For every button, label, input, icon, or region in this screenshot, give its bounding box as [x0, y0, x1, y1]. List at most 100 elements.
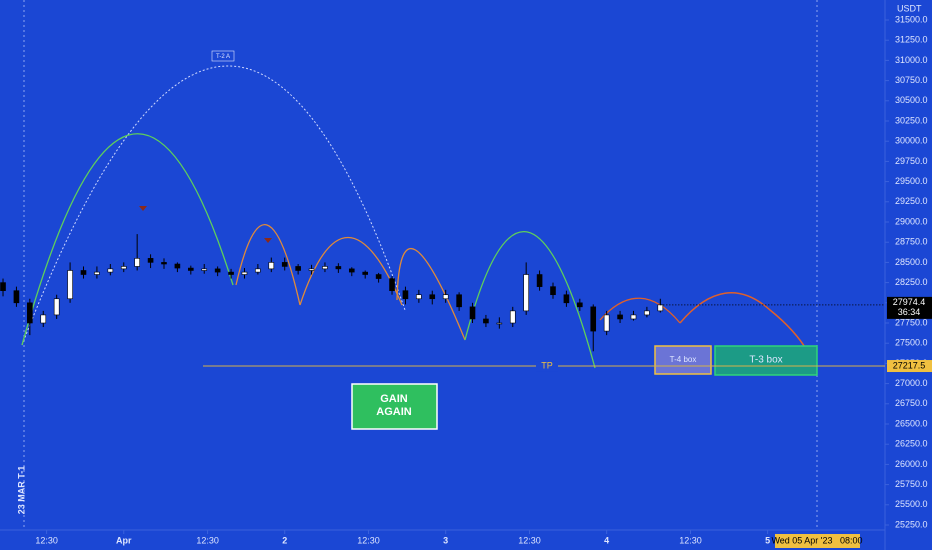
candle-body	[147, 258, 154, 263]
candle-body	[456, 294, 462, 308]
candle-body	[255, 268, 261, 273]
y-tick-label: 30250.0	[895, 115, 928, 125]
currency: USDT	[897, 3, 922, 13]
candle-body	[27, 302, 33, 324]
candle-body	[174, 263, 181, 269]
price-tag	[887, 360, 932, 373]
candle-body	[0, 282, 6, 291]
y-tick-label: 26750.0	[895, 398, 928, 408]
candle-body	[13, 290, 20, 304]
candle-body	[550, 286, 556, 296]
y-tick-label: 27000.0	[895, 378, 928, 388]
candle-body	[228, 271, 234, 275]
candle-body	[375, 274, 382, 279]
annotation: TP	[541, 360, 553, 370]
candle-body	[483, 318, 489, 324]
y-tick-label: 25500.0	[895, 499, 928, 509]
candle-body	[295, 266, 301, 271]
candle-body	[335, 266, 342, 270]
x-tick-label: 12:30	[357, 535, 380, 545]
candle-body	[523, 274, 529, 312]
annotation: T-2 A	[216, 54, 230, 60]
price-tag-text: 27217.5	[893, 360, 926, 370]
arc-green	[464, 231, 596, 369]
candle-body	[107, 268, 114, 273]
x-tick-label: 5	[765, 535, 770, 545]
candle-body	[402, 290, 409, 300]
candle-body	[362, 271, 369, 275]
candle-body	[40, 314, 47, 324]
y-tick-label: 29000.0	[895, 216, 928, 226]
badge	[351, 383, 438, 430]
marker	[139, 206, 147, 211]
y-tick-label: 29250.0	[895, 196, 928, 206]
y-tick-label: 27750.0	[895, 317, 928, 327]
x-tick-label: 12:30	[518, 535, 541, 545]
candle-body	[214, 268, 221, 273]
candle-body	[429, 294, 436, 300]
candle-body	[308, 268, 315, 271]
y-tick-label: 28500.0	[895, 257, 928, 267]
price-tag-text: 27974.4	[893, 297, 926, 307]
badge-text: AGAIN	[376, 406, 412, 418]
arc-green	[21, 133, 234, 346]
candle-body	[590, 306, 597, 332]
x-tick-label: Apr	[116, 535, 132, 545]
date-tag	[775, 534, 860, 548]
candle-body	[603, 314, 610, 332]
y-tick-label: 30000.0	[895, 136, 928, 146]
t4-box	[654, 345, 712, 375]
candle-body	[268, 262, 275, 270]
annotation: 23 MAR T-1	[16, 466, 26, 515]
candle-body	[322, 266, 328, 270]
arc-dotted	[21, 65, 406, 346]
countdown: 36:34	[898, 307, 921, 317]
y-tick-label: 25750.0	[895, 479, 928, 489]
x-tick-label: 12:30	[35, 535, 58, 545]
y-tick-label: 31000.0	[895, 55, 928, 65]
candle-body	[161, 262, 167, 265]
x-tick-label: 2	[282, 535, 287, 545]
label-box	[211, 50, 235, 62]
candle-body	[577, 302, 583, 308]
y-tick-label: 29500.0	[895, 176, 928, 186]
y-tick-label: 30500.0	[895, 95, 928, 105]
candle-body	[496, 322, 503, 325]
badge-text: GAIN	[380, 393, 408, 405]
price-tag	[887, 296, 932, 319]
candle-body	[416, 294, 422, 300]
x-tick-label: 4	[604, 535, 609, 545]
tp-bg	[536, 361, 558, 372]
candle-body	[134, 258, 140, 267]
candle-body	[94, 271, 100, 275]
candle-body	[617, 314, 623, 320]
y-tick-label: 26000.0	[895, 459, 928, 469]
y-tick-label: 30750.0	[895, 75, 928, 85]
y-tick-label: 25250.0	[895, 519, 928, 529]
candle-body	[241, 271, 248, 275]
candle-body	[281, 262, 288, 267]
arc-orange	[679, 292, 809, 353]
x-tick-label: 3	[443, 535, 448, 545]
candle-body	[657, 304, 664, 312]
arc-orange	[396, 248, 466, 341]
candle-body	[389, 278, 395, 291]
t3-box	[714, 345, 818, 376]
arc-orange	[235, 224, 301, 306]
arc-orange	[299, 236, 403, 306]
annotation: T-4 box	[670, 355, 697, 364]
x-tick-label: 12:30	[679, 535, 702, 545]
candle-body	[630, 314, 637, 320]
arc-orange	[599, 297, 681, 324]
candle-body	[442, 294, 449, 300]
candle-body	[80, 270, 87, 275]
candle-body	[120, 266, 127, 270]
x-tick-label: 12:30	[196, 535, 219, 545]
y-tick-label: 29750.0	[895, 156, 928, 166]
candle-body	[67, 270, 73, 300]
candle-body	[53, 298, 60, 316]
y-tick-label: 31500.0	[895, 14, 928, 24]
